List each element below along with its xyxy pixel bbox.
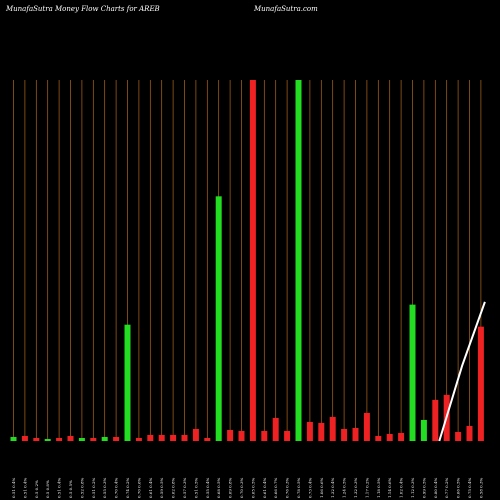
x-tick-label: 0.77 0.2% xyxy=(444,477,449,498)
chart-line xyxy=(438,301,486,442)
x-tick-label: 0.51 0.4% xyxy=(57,477,62,498)
x-tick-label: 0.5 0.8% xyxy=(45,480,50,498)
x-tick-label: 0.52 0.8% xyxy=(79,477,84,498)
chart-bar xyxy=(192,428,199,441)
x-tick-label: 0.74 0.2% xyxy=(125,477,130,498)
x-tick-label: 0.51 0.4% xyxy=(11,477,16,498)
chart-bar xyxy=(249,80,256,441)
chart-bar xyxy=(398,432,405,441)
x-tick-label: 0.70 0.6% xyxy=(136,477,141,498)
x-tick-label: 0.76 0.3% xyxy=(285,477,290,498)
x-tick-label: 0.61 0.4% xyxy=(148,477,153,498)
chart-bars xyxy=(10,80,484,441)
x-tick-label: 0.70 0.4% xyxy=(114,477,119,498)
chart-bar xyxy=(272,417,279,441)
chart-bar xyxy=(113,436,120,441)
x-tick-label: 0.80 0.4% xyxy=(433,477,438,498)
chart-bar xyxy=(158,434,165,441)
chart-bar xyxy=(341,428,348,441)
x-tick-label: 0.75 0.4% xyxy=(467,477,472,498)
x-tick-label: 1.24 0.5% xyxy=(342,477,347,498)
chart-bar xyxy=(329,416,336,441)
chart-bar xyxy=(204,437,211,441)
chart-bar xyxy=(67,435,74,441)
x-tick-label: 1.12 0.3% xyxy=(410,477,415,498)
x-tick-label: 0.51 0.5% xyxy=(193,477,198,498)
chart-bar xyxy=(78,437,85,441)
chart-watermark: MunafaSutra.com xyxy=(253,5,318,13)
x-tick-label: 1.06 0.6% xyxy=(319,477,324,498)
x-tick-label: 0.66 0.5% xyxy=(456,477,461,498)
chart-bar xyxy=(238,430,245,441)
chart-bar xyxy=(33,437,40,441)
chart-bar xyxy=(21,435,28,441)
chart-bar xyxy=(147,434,154,441)
chart-bar xyxy=(227,429,234,441)
chart-bar xyxy=(90,437,97,441)
chart-bar xyxy=(170,434,177,441)
x-tick-label: 0.55 0.3% xyxy=(102,477,107,498)
chart-bar xyxy=(306,421,313,441)
chart-bar xyxy=(135,437,142,441)
chart-bar xyxy=(352,427,359,441)
x-tick-label: 0.99 0.5% xyxy=(421,477,426,498)
chart-bar xyxy=(318,422,325,441)
x-tick-label: 0.70 0.3% xyxy=(239,477,244,498)
x-tick-label: 0.65 0.5% xyxy=(250,477,255,498)
x-tick-label: 0.5 0.5% xyxy=(68,480,73,498)
chart-bar xyxy=(101,436,108,441)
chart-title: MunafaSutra Money Flow Charts for AREB xyxy=(5,5,160,13)
x-tick-label: 0.59 0.5% xyxy=(159,477,164,498)
chart-bar xyxy=(363,412,370,441)
chart-bar xyxy=(295,80,302,441)
x-tick-label: 0.61 0.4% xyxy=(262,477,267,498)
x-tick-label: 0.68 0.5% xyxy=(216,477,221,498)
money-flow-line xyxy=(438,301,486,442)
x-tick-label: 0.5 0.2% xyxy=(34,480,39,498)
chart-bar xyxy=(261,430,268,441)
x-tick-label: 0.62 0.8% xyxy=(171,477,176,498)
x-tick-label: 0.66 0.7% xyxy=(273,477,278,498)
chart-bar xyxy=(455,431,462,441)
chart-bar xyxy=(215,196,222,441)
x-tick-label: 0.51 0.2% xyxy=(91,477,96,498)
chart-bar xyxy=(375,435,382,441)
x-tick-label: 1.18 0.5% xyxy=(376,477,381,498)
chart-bar xyxy=(44,438,51,441)
chart-bar xyxy=(466,425,473,441)
x-tick-label: 1.14 0.6% xyxy=(387,477,392,498)
x-tick-label: 0.51 0.4% xyxy=(22,477,27,498)
chart-bar xyxy=(420,419,427,441)
chart-bar xyxy=(56,437,63,441)
x-tick-label: 1.32 0.4% xyxy=(330,477,335,498)
chart-bar xyxy=(386,433,393,441)
x-tick-label: 0.58 0.3% xyxy=(478,477,483,498)
chart-bar xyxy=(409,304,416,441)
chart-bar xyxy=(181,434,188,441)
x-tick-label: 0.69 0.8% xyxy=(228,477,233,498)
x-tick-label: 0.73 0.4% xyxy=(307,477,312,498)
x-tick-label: 1.02 0.4% xyxy=(399,477,404,498)
chart-bar xyxy=(432,399,439,441)
chart-bar xyxy=(10,436,17,441)
x-axis-ticks: 0.51 0.4% 0.51 0.4% 0.5 0.2% 0.5 0.8% 0.51 0… xyxy=(11,477,483,498)
chart-bar xyxy=(477,326,484,441)
x-tick-label: 0.55 0.4% xyxy=(205,477,210,498)
chart-bar xyxy=(124,324,131,441)
x-tick-label: 0.57 0.3% xyxy=(182,477,187,498)
x-tick-label: 1.17 0.2% xyxy=(364,477,369,498)
x-tick-label: 0.78 0.5% xyxy=(296,477,301,498)
x-tick-label: 1.32 0.3% xyxy=(353,477,358,498)
chart-bar xyxy=(284,430,291,441)
